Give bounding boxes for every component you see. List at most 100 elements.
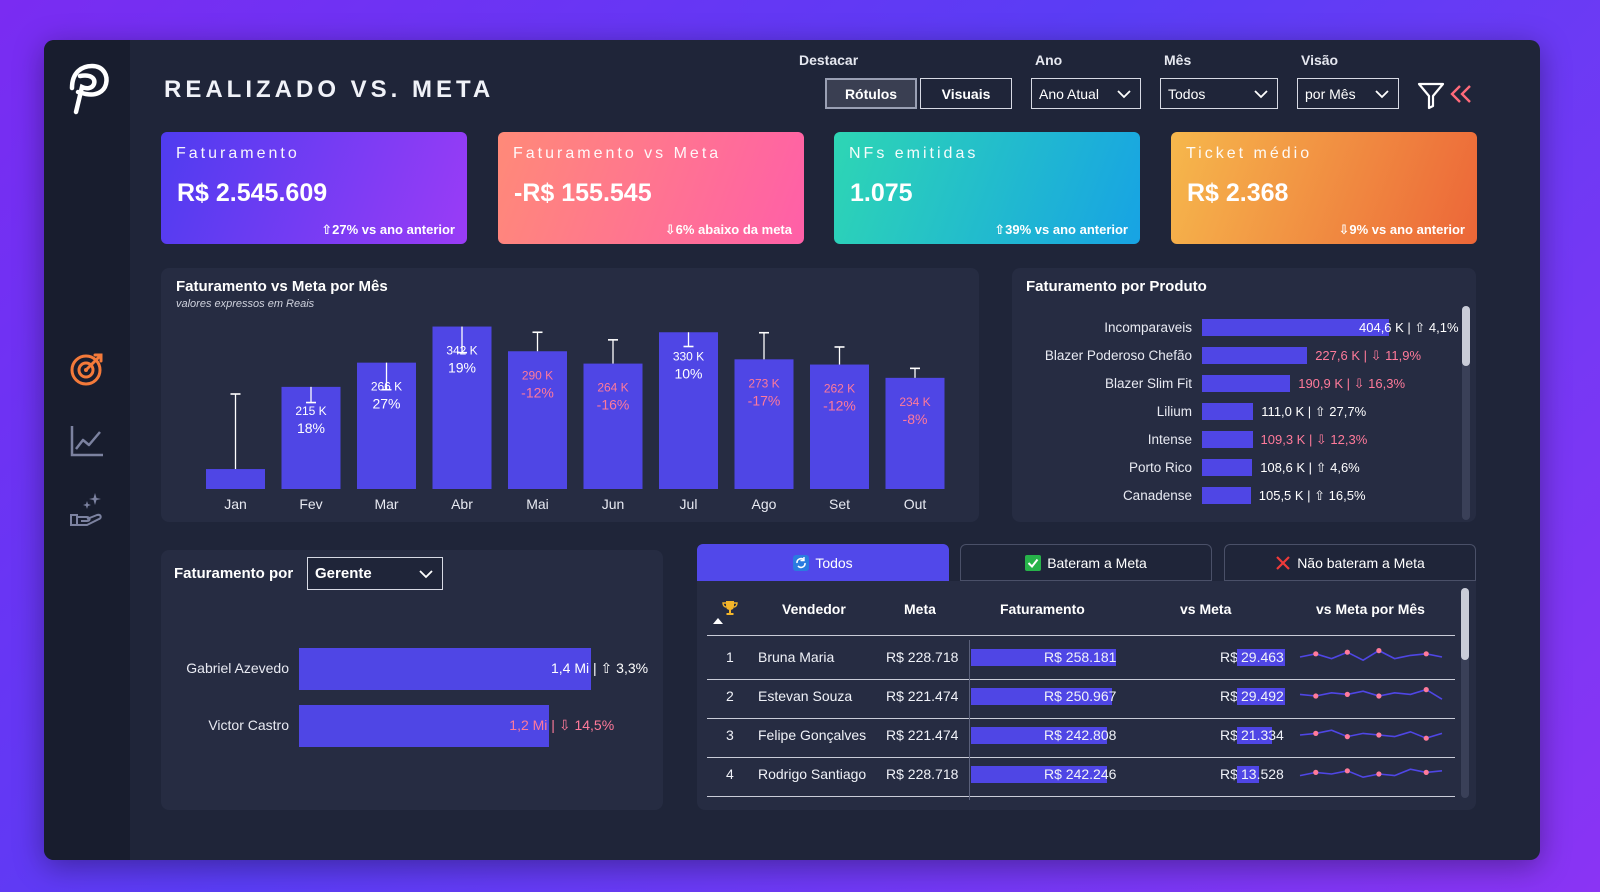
bar-value-label: 290 K bbox=[522, 368, 553, 382]
sparkline-marker bbox=[1344, 649, 1350, 655]
kpi-card-faturamento-vs-meta: Faturamento vs Meta -R$ 155.545 ⇩6% abai… bbox=[498, 132, 804, 244]
sort-up-icon[interactable] bbox=[713, 618, 723, 624]
bar-pct-label: 10% bbox=[674, 365, 702, 381]
gerente-value-label: 1,4 Mi | ⇧ 3,3% bbox=[551, 660, 649, 676]
check-box-icon bbox=[1025, 554, 1042, 571]
col-header-meta[interactable]: Meta bbox=[904, 601, 936, 617]
row-vs-meta-prefix: R$ bbox=[1220, 727, 1238, 743]
row-sparkline bbox=[1299, 729, 1443, 741]
sparkline-marker bbox=[1313, 769, 1319, 775]
row-vs-meta-bar bbox=[1237, 649, 1285, 666]
product-bar bbox=[1202, 347, 1308, 364]
kpi-card-faturamento: Faturamento R$ 2.545.609 ⇧27% vs ano ant… bbox=[161, 132, 467, 244]
product-name: Incomparaveis bbox=[1104, 320, 1192, 335]
mes-select[interactable]: Todos bbox=[1160, 78, 1278, 109]
sparkline-path bbox=[1299, 649, 1443, 662]
bar-value-label: 330 K bbox=[673, 349, 704, 363]
gerente-select[interactable]: Gerente bbox=[307, 557, 443, 590]
mes-label: Mês bbox=[1164, 52, 1192, 68]
sparkline-marker bbox=[1313, 730, 1319, 736]
visao-select[interactable]: por Mês bbox=[1297, 78, 1399, 109]
kpi-value: R$ 2.368 bbox=[1187, 179, 1289, 207]
sparkline-marker bbox=[1313, 693, 1319, 699]
kpi-title: Ticket médio bbox=[1186, 145, 1313, 162]
gerente-name: Gabriel Azevedo bbox=[186, 660, 289, 676]
product-bar bbox=[1202, 459, 1253, 476]
row-divider bbox=[707, 796, 1455, 797]
product-value-label: 227,6 K | ⇩ 11,9% bbox=[1315, 348, 1422, 363]
bar-pct-label: 19% bbox=[448, 360, 476, 376]
product-scrollbar[interactable] bbox=[1462, 306, 1470, 520]
kpi-card-nfs-emitidas: NFs emitidas 1.075 ⇧39% vs ano anterior bbox=[834, 132, 1140, 244]
ano-select[interactable]: Ano Atual bbox=[1031, 78, 1141, 109]
sparkline-marker bbox=[1423, 735, 1429, 741]
kpi-subtitle: ⇩6% abaixo da meta bbox=[664, 222, 792, 237]
rotulos-toggle[interactable]: Rótulos bbox=[825, 78, 917, 109]
product-bar bbox=[1202, 487, 1251, 504]
gerente-value-label: 1,2 Mi | ⇩ 14,5% bbox=[509, 717, 615, 733]
visao-select-value: por Mês bbox=[1305, 85, 1356, 102]
table-scrollbar-thumb[interactable] bbox=[1461, 588, 1469, 660]
tab-todos[interactable]: Todos bbox=[697, 544, 949, 581]
gerente-select-value: Gerente bbox=[315, 565, 372, 582]
sparkline-marker bbox=[1313, 651, 1319, 657]
ano-label: Ano bbox=[1035, 52, 1063, 68]
bar-jun bbox=[583, 363, 643, 489]
product-name: Porto Rico bbox=[1128, 460, 1192, 475]
trophy-icon[interactable] bbox=[722, 600, 738, 616]
row-faturamento: R$ 242.246 bbox=[1044, 766, 1117, 782]
x-tick-label: Ago bbox=[752, 496, 777, 512]
row-meta: R$ 228.718 bbox=[886, 649, 959, 665]
hand-sparkle-icon[interactable] bbox=[66, 488, 108, 530]
bar-pct-label: -17% bbox=[748, 392, 781, 408]
col-header-vs-meta[interactable]: vs Meta bbox=[1180, 601, 1232, 617]
bar-value-label: 273 K bbox=[748, 376, 779, 390]
monthly-chart-subtitle: valores expressos em Reais bbox=[176, 298, 315, 310]
x-tick-label: Mai bbox=[526, 496, 549, 512]
product-value-label: 105,5 K | ⇧ 16,5% bbox=[1258, 488, 1366, 503]
row-rank: 4 bbox=[726, 766, 734, 782]
row-sparkline bbox=[1299, 687, 1443, 700]
row-vs-meta-bar bbox=[1237, 688, 1285, 705]
kpi-card-ticket-medio: Ticket médio R$ 2.368 ⇩9% vs ano anterio… bbox=[1171, 132, 1477, 244]
kpi-subtitle: ⇧27% vs ano anterior bbox=[321, 222, 455, 237]
collapse-double-chevron-icon[interactable] bbox=[1448, 82, 1474, 106]
col-header-vendedor[interactable]: Vendedor bbox=[782, 601, 846, 617]
sparkline-marker bbox=[1344, 691, 1350, 697]
product-name: Blazer Poderoso Chefão bbox=[1044, 348, 1192, 363]
bar-value-label: 262 K bbox=[824, 382, 855, 396]
row-faturamento: R$ 242.808 bbox=[1044, 727, 1117, 743]
tab-nao-bateram-a-meta[interactable]: Não bateram a Meta bbox=[1224, 544, 1476, 581]
row-sparkline bbox=[1299, 648, 1443, 662]
brand-logo-icon bbox=[69, 63, 109, 115]
table-scrollbar[interactable] bbox=[1461, 588, 1469, 798]
bar-pct-label: 18% bbox=[297, 420, 325, 436]
sparkline-path bbox=[1299, 768, 1443, 779]
product-value-label: 111,0 K | ⇧ 27,7% bbox=[1261, 404, 1367, 419]
tab-bateram-label: Bateram a Meta bbox=[1047, 554, 1147, 571]
row-vs-meta-prefix: R$ bbox=[1220, 766, 1238, 782]
bar-pct-label: -8% bbox=[903, 411, 928, 427]
row-faturamento-bar bbox=[971, 649, 1116, 666]
row-divider bbox=[707, 757, 1455, 758]
visuais-toggle[interactable]: Visuais bbox=[920, 78, 1012, 109]
row-vs-meta: 29.463 bbox=[1241, 649, 1284, 665]
target-goal-icon[interactable] bbox=[66, 348, 108, 390]
row-meta: R$ 221.474 bbox=[886, 688, 959, 704]
line-chart-icon[interactable] bbox=[66, 420, 108, 462]
kpi-title: Faturamento bbox=[176, 145, 300, 162]
product-name: Intense bbox=[1147, 432, 1192, 447]
product-bar bbox=[1202, 431, 1253, 448]
col-header-faturamento[interactable]: Faturamento bbox=[1000, 601, 1085, 617]
row-sparkline bbox=[1299, 768, 1443, 779]
chevron-down-icon bbox=[1254, 90, 1268, 99]
gerente-panel: Faturamento por Gerente Gabriel Azevedo 1… bbox=[161, 550, 663, 810]
tab-bateram-a-meta[interactable]: Bateram a Meta bbox=[960, 544, 1212, 581]
product-scrollbar-thumb[interactable] bbox=[1462, 306, 1470, 366]
product-name: Blazer Slim Fit bbox=[1104, 376, 1192, 391]
sparkline-marker bbox=[1376, 648, 1382, 654]
kpi-value: R$ 2.545.609 bbox=[177, 179, 328, 207]
kpi-value: -R$ 155.545 bbox=[514, 179, 652, 207]
col-header-vs-meta-por-mes[interactable]: vs Meta por Mês bbox=[1316, 601, 1425, 617]
filter-icon[interactable] bbox=[1416, 80, 1446, 110]
